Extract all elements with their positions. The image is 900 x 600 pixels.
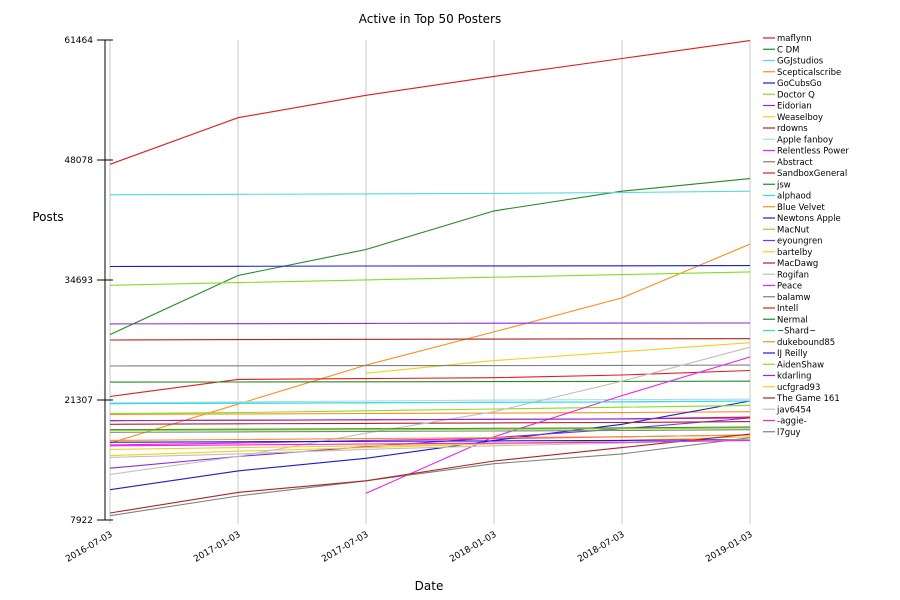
series-line-7 [365, 342, 751, 374]
legend-label: rdowns [777, 124, 808, 134]
series-lines [109, 40, 751, 517]
series-line-13 [109, 380, 751, 383]
series-line-35 [109, 429, 751, 433]
x-tick-label: 2017-01-03 [192, 530, 242, 565]
grid-lines [109, 40, 751, 524]
series-line-2 [109, 190, 751, 196]
series-line-16 [109, 400, 751, 491]
series-line-12 [109, 369, 751, 398]
legend-label: -aggie- [777, 417, 807, 427]
legend-label: GoCubsGo [777, 79, 822, 89]
series-line-32 [109, 433, 751, 514]
series-line-5 [109, 271, 751, 286]
series-line-18 [109, 417, 751, 469]
legend-label: MacNut [777, 225, 810, 235]
legend-label: Intell [777, 304, 798, 314]
legend-label: bartelby [777, 248, 812, 258]
legend-label: eyoungren [777, 237, 823, 247]
legend-label: Eidorian [777, 102, 812, 112]
series-line-1 [109, 178, 751, 336]
x-tick-label: 2017-07-03 [320, 530, 370, 565]
legend-label: ucfgrad93 [777, 383, 820, 393]
legend-label: GGJstudios [777, 57, 824, 67]
legend-label: balamw [777, 293, 810, 303]
legend-label: AidenShaw [777, 360, 824, 370]
x-tick-label: 2018-01-03 [448, 530, 498, 565]
x-axis-ticks: 2016-07-03 2017-01-03 2017-07-03 2018-01-03… [64, 530, 754, 565]
legend-label: Abstract [777, 158, 813, 168]
x-tick-label: 2019-01-03 [704, 530, 754, 565]
legend-label: maflynn [777, 34, 812, 44]
y-tick-label: 7922 [70, 516, 93, 526]
legend-label: Scepticalscribe [777, 68, 841, 78]
series-line-28 [109, 438, 751, 443]
series-line-23 [109, 437, 751, 517]
series-line-4 [109, 265, 751, 268]
series-line-34 [109, 439, 751, 447]
y-tick-label: 34693 [64, 276, 93, 286]
x-axis-label: Date [415, 579, 444, 593]
series-line-15 [109, 411, 751, 415]
legend-label: Weaselboy [777, 113, 823, 123]
legend-label: alphaod [777, 192, 811, 202]
series-line-9 [109, 398, 751, 404]
y-tick-label: 21307 [64, 396, 93, 406]
series-line-30 [109, 417, 751, 422]
series-line-0 [109, 40, 751, 165]
legend-label: IJ Reilly [777, 349, 808, 359]
series-line-20 [109, 421, 751, 425]
series-line-8 [109, 338, 751, 341]
series-line-27 [109, 434, 751, 441]
legend-label: kdarling [777, 372, 812, 382]
legend-label: Relentless Power [777, 147, 849, 157]
y-tick-label: 48078 [64, 156, 93, 166]
legend-label: MacDawg [777, 259, 818, 269]
legend-label: Blue Velvet [777, 203, 826, 213]
series-line-26 [109, 400, 751, 405]
series-line-25 [109, 426, 751, 431]
legend-label: Peace [777, 282, 802, 292]
series-line-6 [109, 322, 751, 325]
y-axis-label: Posts [32, 210, 63, 224]
chart-title: Active in Top 50 Posters [359, 12, 502, 26]
legend-label: jav6454 [776, 405, 811, 415]
legend-label: The Game 161 [776, 394, 840, 404]
legend-label: Doctor Q [777, 90, 815, 100]
legend-label: l7guy [777, 428, 801, 438]
legend-label: Rogifan [777, 270, 809, 280]
series-line-17 [109, 404, 751, 415]
y-axis-ticks: 7922 21307 34693 48078 61464 [64, 36, 113, 526]
legend-label: SandboxGeneral [777, 169, 847, 179]
x-tick-label: 2018-07-03 [576, 530, 626, 565]
legend-label: Newtons Apple [777, 214, 841, 224]
x-tick-label: 2016-07-03 [64, 530, 114, 565]
y-tick-label: 61464 [64, 36, 93, 46]
series-line-3 [109, 243, 751, 444]
legend-label: Nermal [777, 315, 808, 325]
legend-label: ~Shard~ [777, 327, 816, 337]
legend-label: C DM [777, 45, 800, 55]
legend-label: jsw [776, 180, 791, 190]
series-line-21 [109, 346, 751, 476]
series-line-22 [365, 356, 751, 494]
series-line-29 [109, 427, 751, 432]
legend-label: dukebound85 [777, 338, 835, 348]
series-line-33 [109, 438, 751, 458]
series-line-11 [109, 364, 751, 367]
legend-label: Apple fanboy [777, 135, 833, 145]
